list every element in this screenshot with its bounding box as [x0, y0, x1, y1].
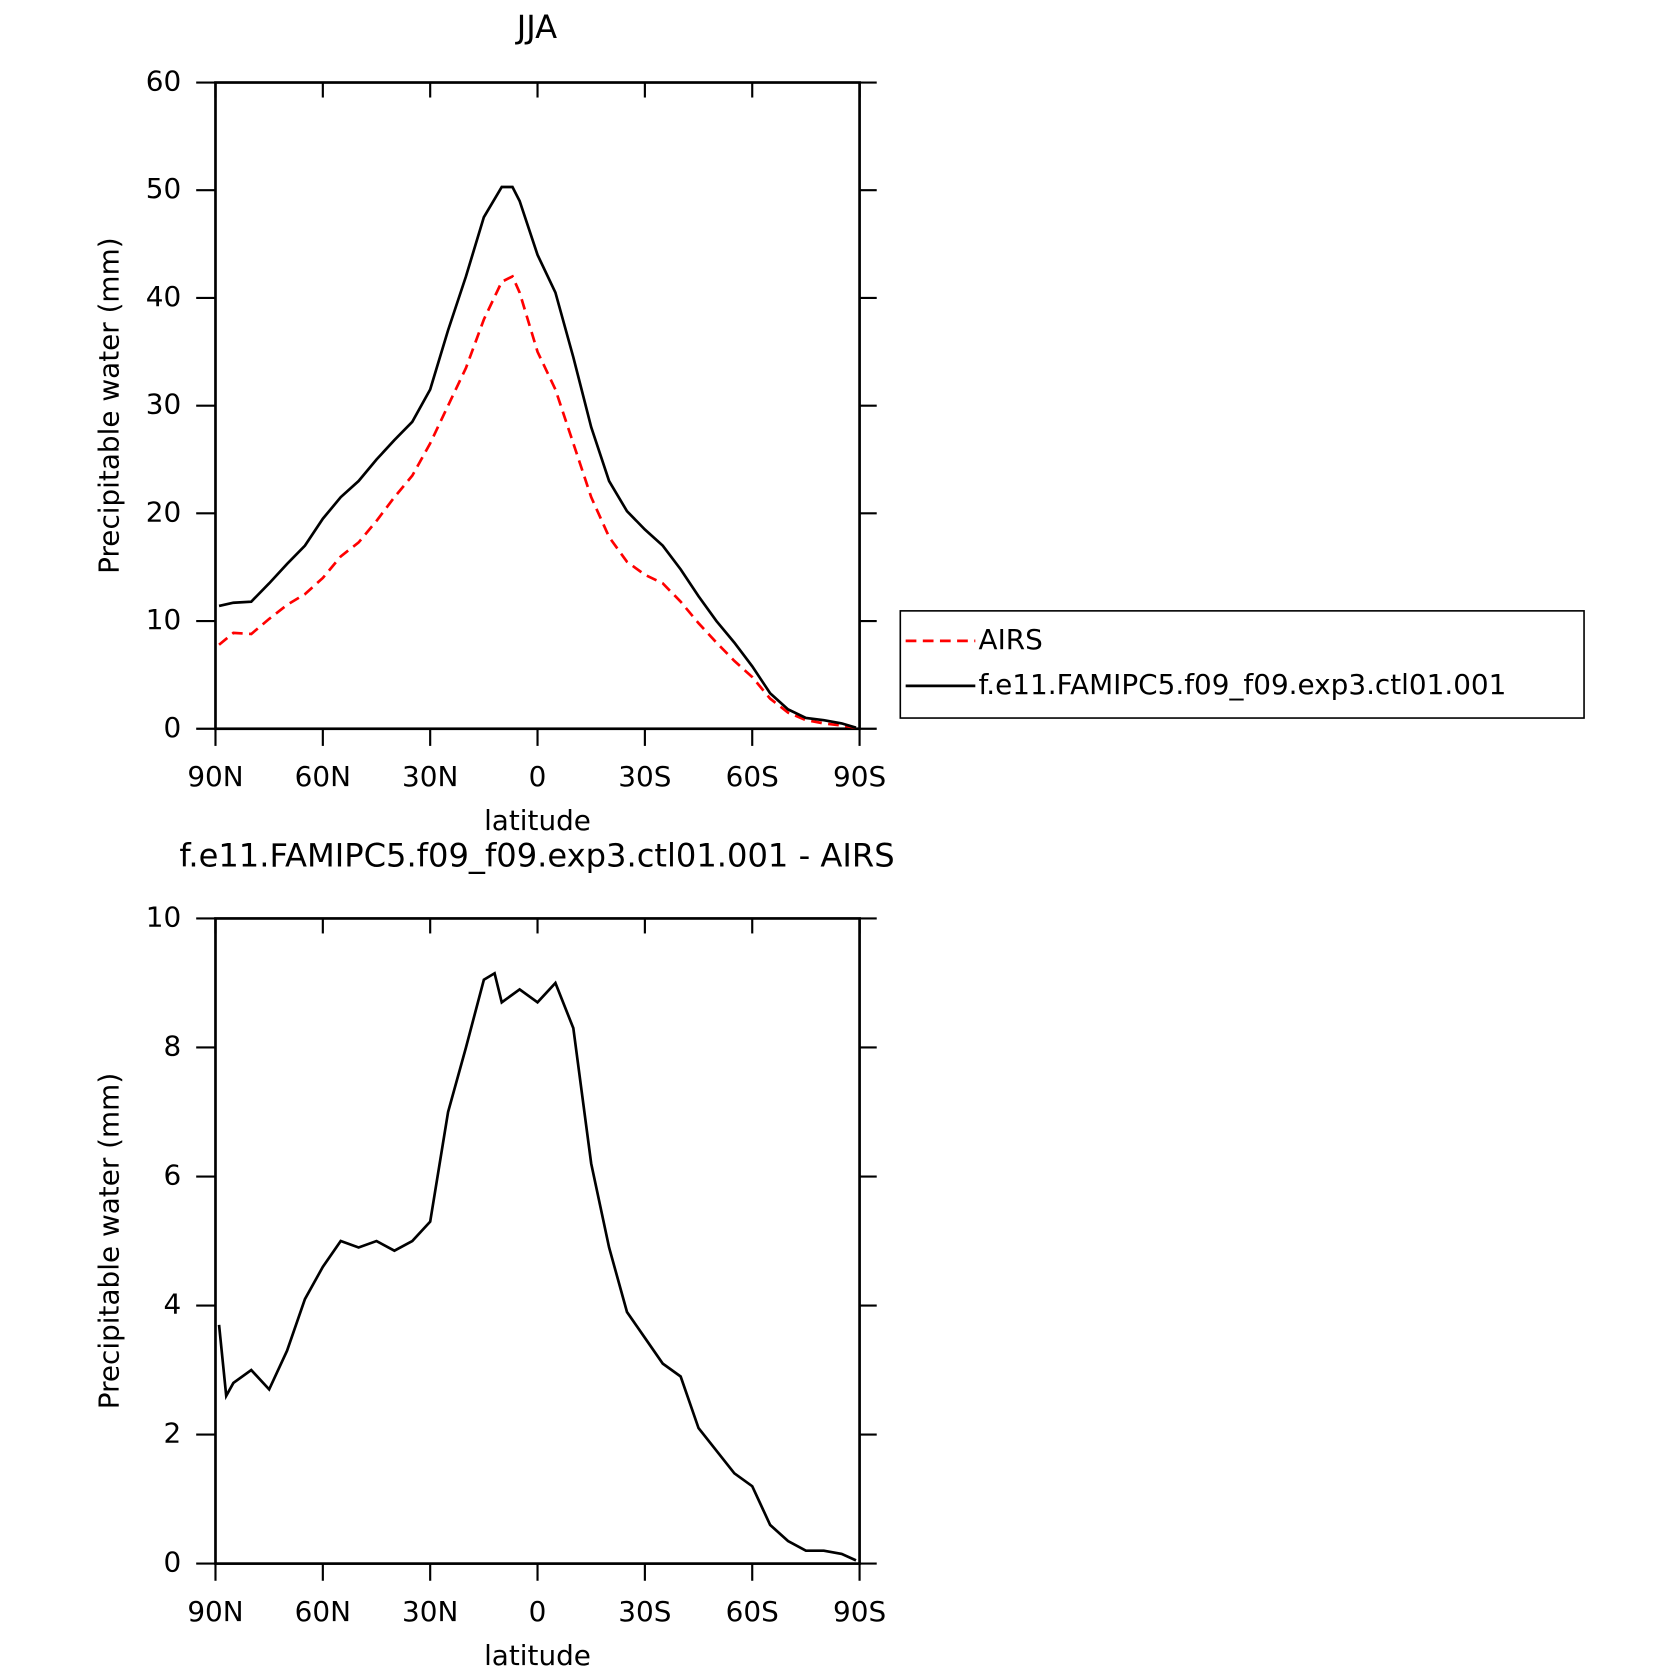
- legend-label: AIRS: [979, 623, 1043, 656]
- y-tick-label: 10: [146, 900, 181, 933]
- y-axis-label: Precipitable water (mm): [92, 1073, 125, 1409]
- plot-frame: [214, 81, 861, 731]
- x-tick-label: 60N: [295, 1595, 351, 1628]
- y-tick-label: 2: [163, 1417, 181, 1450]
- y-tick-label: 10: [146, 603, 181, 636]
- x-tick-label: 90S: [833, 1595, 886, 1628]
- x-tick-label: 60S: [726, 1595, 779, 1628]
- x-tick-label: 30S: [618, 1595, 671, 1628]
- x-tick-label: 30N: [402, 760, 458, 793]
- y-tick-label: 40: [146, 280, 181, 313]
- x-axis-label: latitude: [484, 1639, 591, 1672]
- x-tick-label: 30S: [618, 760, 671, 793]
- x-tick-label: 90S: [833, 760, 886, 793]
- chart-title: f.e11.FAMIPC5.f09_f09.exp3.ctl01.001 - A…: [179, 836, 894, 874]
- legend-label: f.e11.FAMIPC5.f09_f09.exp3.ctl01.001: [979, 668, 1507, 701]
- chart-title: JJA: [515, 8, 557, 46]
- x-tick-label: 0: [529, 1595, 547, 1628]
- data-line: [218, 185, 857, 729]
- x-tick-label: 0: [529, 760, 547, 793]
- y-tick-label: 4: [163, 1288, 181, 1321]
- x-tick-label: 60S: [726, 760, 779, 793]
- y-tick-label: 60: [146, 65, 181, 98]
- y-tick-label: 30: [146, 388, 181, 421]
- x-tick-label: 60N: [295, 760, 351, 793]
- x-axis-label: latitude: [484, 804, 591, 837]
- y-tick-label: 0: [163, 1546, 181, 1579]
- y-axis-label: Precipitable water (mm): [92, 237, 125, 573]
- x-tick-label: 90N: [187, 760, 243, 793]
- legend-box: [899, 610, 1585, 719]
- y-tick-label: 20: [146, 495, 181, 528]
- plot-frame: [214, 917, 861, 1565]
- y-tick-label: 0: [163, 711, 181, 744]
- y-tick-label: 6: [163, 1159, 181, 1192]
- data-line: [218, 274, 857, 730]
- data-line: [217, 971, 857, 1562]
- x-tick-label: 30N: [402, 1595, 458, 1628]
- x-tick-label: 90N: [187, 1595, 243, 1628]
- y-tick-label: 8: [163, 1029, 181, 1062]
- y-tick-label: 50: [146, 172, 181, 205]
